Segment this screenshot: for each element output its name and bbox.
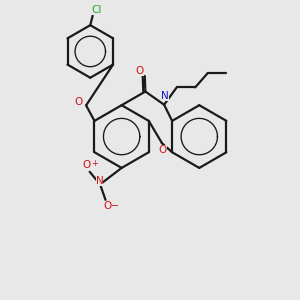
Text: +: + bbox=[92, 159, 98, 168]
Text: N: N bbox=[161, 92, 169, 101]
Text: O: O bbox=[103, 201, 111, 212]
Text: O: O bbox=[158, 145, 167, 155]
Text: Cl: Cl bbox=[91, 5, 101, 15]
Text: O: O bbox=[82, 160, 91, 170]
Text: O: O bbox=[74, 98, 83, 107]
Text: −: − bbox=[111, 201, 119, 212]
Text: N: N bbox=[96, 176, 104, 186]
Text: O: O bbox=[135, 66, 143, 76]
